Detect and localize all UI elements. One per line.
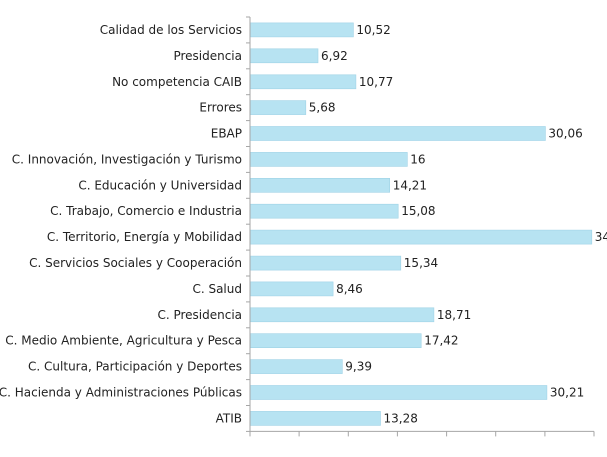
bar-12 xyxy=(249,333,422,349)
category-label-5: C. Innovación, Investigación y Turismo xyxy=(12,152,242,166)
value-label-11: 18,71 xyxy=(437,308,471,322)
value-label-1: 6,92 xyxy=(321,49,348,63)
value-label-14: 30,21 xyxy=(550,386,584,400)
bar-15 xyxy=(249,411,381,426)
value-label-7: 15,08 xyxy=(401,204,435,218)
value-label-8: 34,78 xyxy=(595,230,607,244)
category-label-1: Presidencia xyxy=(173,49,242,63)
category-label-8: C. Territorio, Energía y Mobilidad xyxy=(47,230,242,244)
bars-group xyxy=(249,22,593,426)
bar-9 xyxy=(249,255,402,271)
bar-4 xyxy=(249,126,546,141)
bar-13 xyxy=(249,359,343,374)
bar-5 xyxy=(249,152,408,167)
value-label-6: 14,21 xyxy=(393,178,427,192)
category-label-3: Errores xyxy=(199,101,242,115)
bar-2 xyxy=(249,74,357,90)
category-label-0: Calidad de los Servicios xyxy=(100,23,242,37)
category-label-6: C. Educación y Universidad xyxy=(78,178,242,192)
category-label-13: C. Cultura, Participación y Deportes xyxy=(28,360,242,374)
value-label-10: 8,46 xyxy=(336,282,363,296)
bar-7 xyxy=(249,203,399,219)
category-label-10: C. Salud xyxy=(192,282,242,296)
labels-group: Calidad de los Servicios 10,52 Presidencia… xyxy=(0,23,607,425)
bar-14 xyxy=(249,385,548,400)
bar-6 xyxy=(249,178,390,193)
bar-0 xyxy=(249,22,354,38)
category-label-2: No competencia CAIB xyxy=(112,75,242,89)
bar-11 xyxy=(249,307,435,323)
value-label-0: 10,52 xyxy=(356,23,390,37)
category-label-12: C. Medio Ambiente, Agricultura y Pesca xyxy=(5,334,242,348)
axis-group xyxy=(246,16,595,437)
category-label-9: C. Servicios Sociales y Cooperación xyxy=(29,256,242,270)
category-label-4: EBAP xyxy=(211,127,242,141)
category-label-7: C. Trabajo, Comercio e Industria xyxy=(50,204,242,218)
category-label-11: C. Presidencia xyxy=(157,308,242,322)
value-label-2: 10,77 xyxy=(359,75,393,89)
value-label-13: 9,39 xyxy=(345,360,372,374)
value-label-9: 15,34 xyxy=(404,256,438,270)
value-label-5: 16 xyxy=(410,152,425,166)
value-label-12: 17,42 xyxy=(424,334,458,348)
value-label-4: 30,06 xyxy=(548,127,582,141)
bar-8 xyxy=(249,229,593,245)
bar-10 xyxy=(249,281,334,297)
value-label-15: 13,28 xyxy=(384,411,418,425)
category-label-14: C. Hacienda y Administraciones Públicas xyxy=(0,386,242,400)
bar-1 xyxy=(249,48,319,64)
bar-3 xyxy=(249,100,307,115)
category-label-15: ATIB xyxy=(216,411,242,425)
value-label-3: 5,68 xyxy=(309,101,336,115)
